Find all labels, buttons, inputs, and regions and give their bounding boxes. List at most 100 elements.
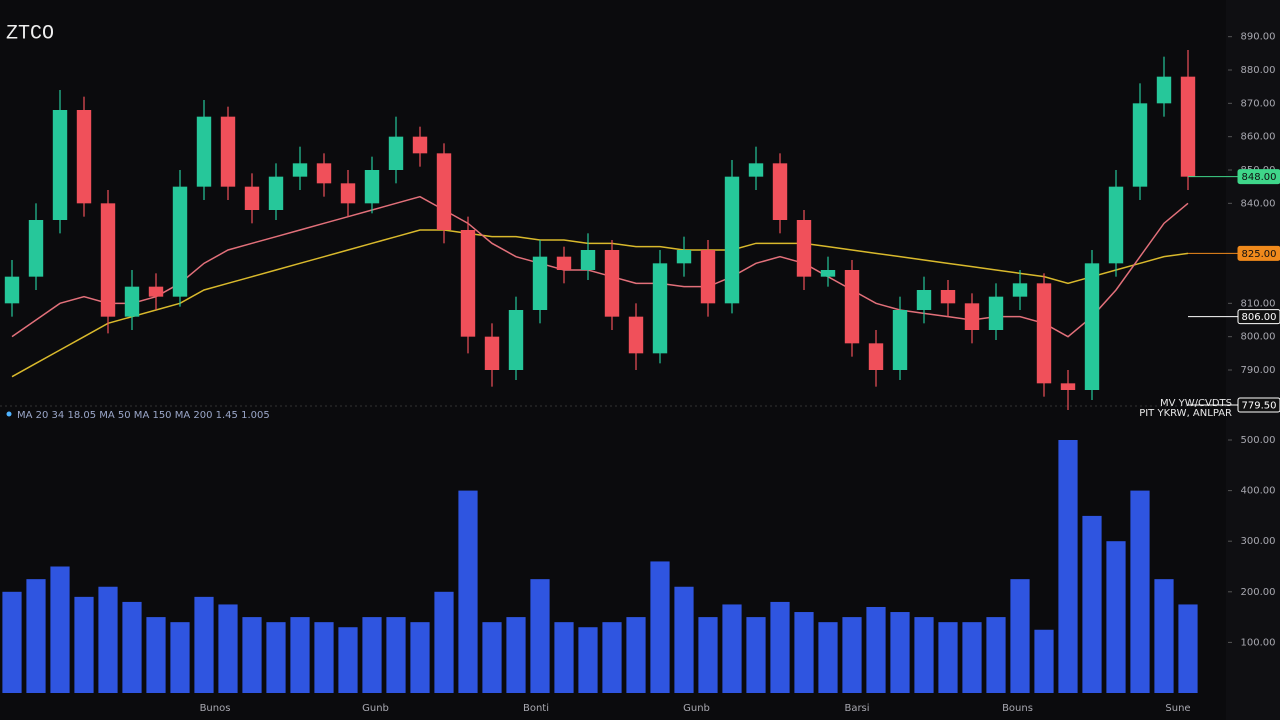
volume-bar	[890, 612, 910, 693]
price-badge-label: 848.00	[1242, 172, 1277, 183]
candle-body	[52, 110, 68, 220]
candle-body	[724, 176, 740, 304]
volume-bar	[1130, 490, 1150, 693]
volume-bar	[722, 604, 742, 693]
volume-bar	[338, 627, 358, 693]
candle-body	[100, 203, 116, 317]
candle-body	[1060, 383, 1076, 390]
volume-bar	[314, 622, 334, 693]
candle-body	[580, 250, 596, 270]
volume-bar	[122, 601, 142, 693]
volume-bar	[362, 617, 382, 693]
volume-bar	[266, 622, 286, 693]
volume-bar	[1058, 440, 1078, 693]
volume-bar	[2, 591, 22, 693]
volume-tick-label: 500.00	[1241, 435, 1276, 446]
volume-bar	[818, 622, 838, 693]
volume-bar	[530, 579, 550, 693]
candle-body	[388, 136, 404, 170]
candle-body	[556, 256, 572, 270]
volume-tick-label: 200.00	[1241, 587, 1276, 598]
volume-bar	[602, 622, 622, 693]
volume-bar	[98, 586, 118, 693]
volume-bar	[986, 617, 1006, 693]
y-tick-label: 870.00	[1241, 98, 1276, 109]
volume-bar	[554, 622, 574, 693]
volume-bar	[1034, 629, 1054, 693]
volume-bar	[50, 566, 70, 693]
x-tick-label: Gunb	[362, 703, 389, 714]
volume-bar	[698, 617, 718, 693]
volume-bar	[1010, 579, 1030, 693]
volume-bar	[626, 617, 646, 693]
candle-body	[796, 220, 812, 277]
volume-bar	[842, 617, 862, 693]
candle-body	[148, 286, 164, 297]
volume-bar	[146, 617, 166, 693]
candle-body	[748, 163, 764, 177]
volume-bar	[290, 617, 310, 693]
y-tick-label: 790.00	[1241, 365, 1276, 376]
candle-body	[124, 286, 140, 317]
y-tick-label: 810.00	[1241, 298, 1276, 309]
price-badge-label: 779.50	[1242, 401, 1277, 412]
volume-bar	[770, 601, 790, 693]
volume-bar	[434, 591, 454, 693]
candle-body	[460, 230, 476, 337]
volume-bar	[1082, 515, 1102, 693]
candle-body	[436, 153, 452, 230]
volume-bar	[482, 622, 502, 693]
candle-body	[268, 176, 284, 210]
candle-body	[196, 116, 212, 187]
volume-bar	[506, 617, 526, 693]
candle-body	[892, 310, 908, 370]
volume-bar	[26, 579, 46, 693]
price-badge-label: 825.00	[1242, 249, 1277, 260]
candle-body	[820, 270, 836, 277]
volume-bar	[386, 617, 406, 693]
candle-body	[244, 186, 260, 210]
candle-body	[652, 263, 668, 354]
candle-body	[1180, 76, 1196, 177]
y-tick-label: 840.00	[1241, 198, 1276, 209]
x-tick-label: Bouns	[1002, 703, 1033, 714]
volume-bar	[170, 622, 190, 693]
price-badge-label: 806.00	[1242, 312, 1277, 323]
volume-bar	[674, 586, 694, 693]
volume-bar	[1106, 541, 1126, 693]
candle-body	[292, 163, 308, 177]
candle-body	[700, 250, 716, 304]
volume-bar	[74, 596, 94, 693]
volume-bar	[1178, 604, 1198, 693]
candle-body	[1108, 186, 1124, 264]
x-tick-label: Gunb	[683, 703, 710, 714]
x-tick-label: Bonti	[523, 703, 549, 714]
candle-body	[868, 343, 884, 370]
candle-body	[1036, 283, 1052, 384]
candle-body	[1084, 263, 1100, 390]
candle-body	[412, 136, 428, 154]
candle-body	[604, 250, 620, 317]
candle-body	[508, 310, 524, 370]
candle-body	[916, 290, 932, 310]
y-tick-label: 880.00	[1241, 65, 1276, 76]
candle-body	[364, 170, 380, 204]
candle-body	[844, 270, 860, 344]
candle-body	[532, 256, 548, 310]
volume-bar	[194, 596, 214, 693]
volume-bar	[1154, 579, 1174, 693]
x-tick-label: Barsi	[844, 703, 869, 714]
moving-average	[11, 229, 1189, 378]
annotation: PIT YKRW, ANLPAR	[1139, 408, 1232, 419]
volume-bar	[458, 490, 478, 693]
price-badge	[1237, 397, 1280, 413]
candle-body	[940, 290, 956, 304]
annotation: MV YW/CVDTS	[1160, 398, 1232, 409]
candle-body	[964, 303, 980, 330]
price-axis-panel	[1226, 0, 1280, 720]
volume-bar	[962, 622, 982, 693]
candle-body	[1012, 283, 1028, 297]
candle-body	[988, 296, 1004, 330]
x-tick-label: Bunos	[200, 703, 231, 714]
